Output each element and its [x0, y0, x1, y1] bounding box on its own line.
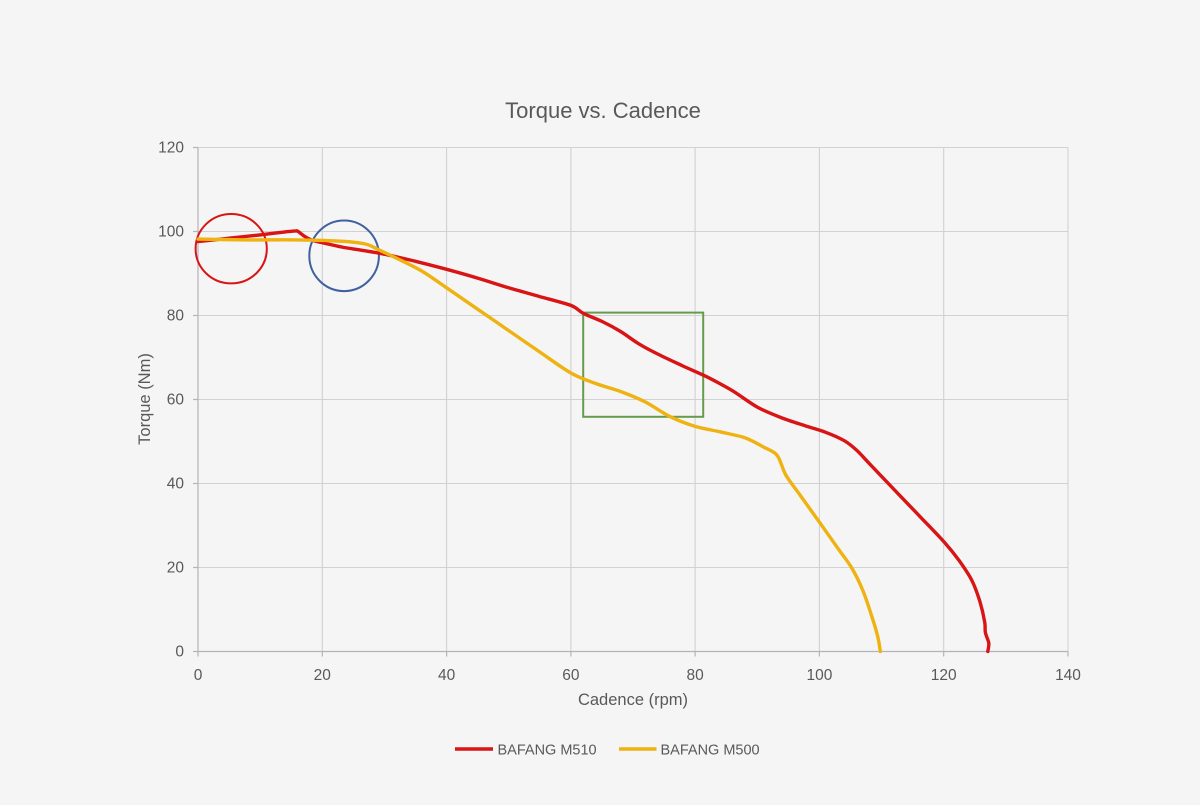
svg-text:0: 0 [175, 644, 184, 661]
svg-text:Torque (Nm): Torque (Nm) [136, 353, 154, 445]
svg-text:BAFANG M510: BAFANG M510 [498, 743, 597, 759]
svg-text:80: 80 [686, 667, 704, 684]
svg-text:100: 100 [806, 667, 832, 684]
svg-text:20: 20 [314, 667, 332, 684]
svg-text:Torque vs. Cadence: Torque vs. Cadence [505, 98, 701, 123]
svg-text:40: 40 [167, 476, 185, 493]
svg-text:120: 120 [158, 140, 184, 157]
svg-text:Cadence (rpm): Cadence (rpm) [578, 691, 688, 709]
svg-text:100: 100 [158, 224, 184, 241]
svg-text:0: 0 [194, 667, 203, 684]
svg-text:20: 20 [167, 560, 185, 577]
svg-text:BAFANG M500: BAFANG M500 [661, 743, 760, 759]
svg-text:140: 140 [1055, 667, 1081, 684]
svg-text:120: 120 [931, 667, 957, 684]
svg-text:60: 60 [167, 392, 185, 409]
svg-text:60: 60 [562, 667, 580, 684]
svg-text:40: 40 [438, 667, 456, 684]
svg-text:80: 80 [167, 308, 185, 325]
